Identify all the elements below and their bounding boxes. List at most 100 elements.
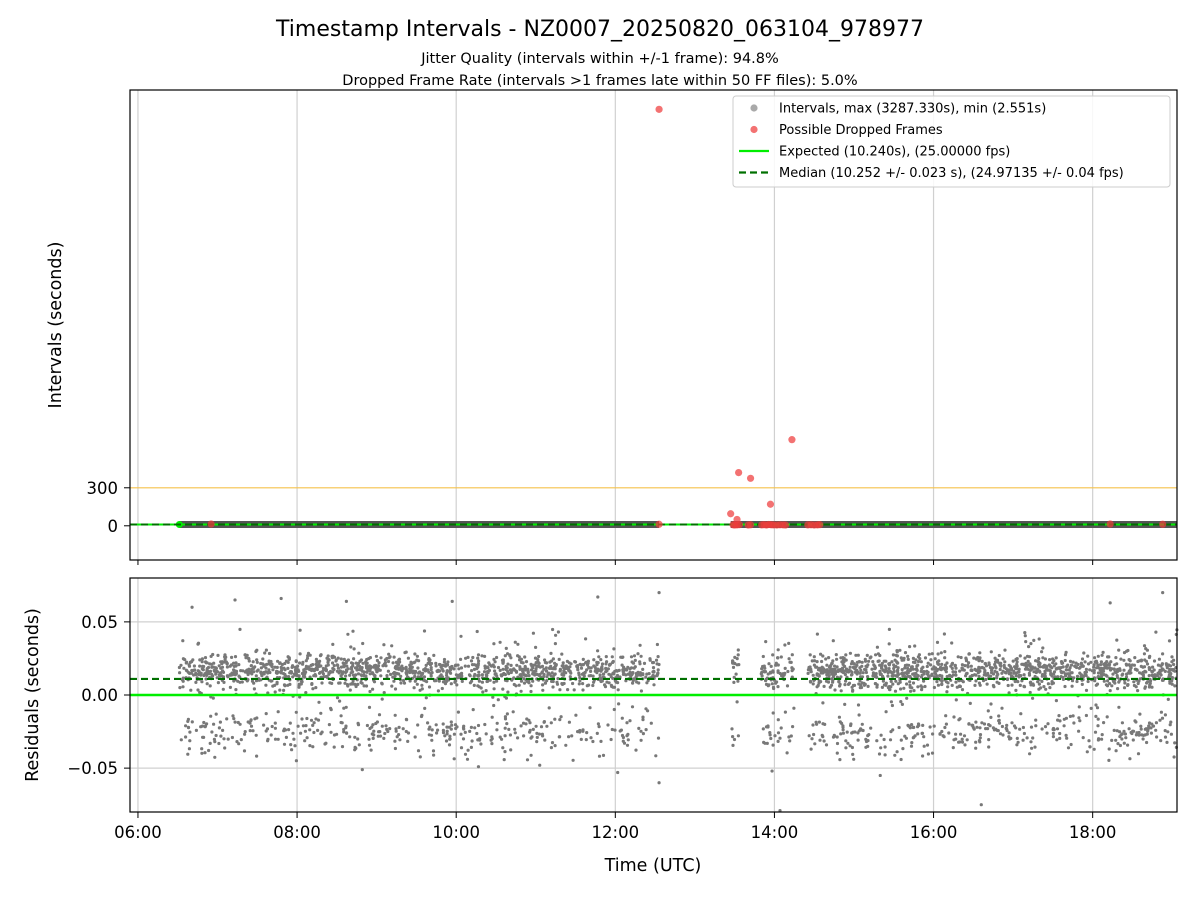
- dropped-frame-point: [816, 521, 824, 529]
- residual-point: [1022, 662, 1026, 667]
- intervals-y-tick-label: 300: [87, 479, 119, 498]
- residual-point: [913, 644, 917, 648]
- residual-point: [299, 679, 304, 684]
- residual-point: [513, 727, 517, 731]
- residual-point: [303, 729, 307, 733]
- residual-point: [618, 675, 622, 679]
- residual-point: [432, 653, 436, 658]
- residual-point: [462, 727, 466, 731]
- residual-point: [377, 713, 382, 717]
- residual-point: [503, 654, 507, 658]
- residual-point: [399, 674, 403, 679]
- residual-point: [1075, 674, 1080, 679]
- residual-point: [845, 670, 849, 674]
- residual-point: [249, 724, 254, 728]
- residual-point: [987, 745, 991, 749]
- residual-point: [1064, 733, 1068, 738]
- residual-point: [896, 668, 900, 672]
- residual-point: [276, 659, 280, 663]
- residual-point: [859, 668, 863, 673]
- residual-point: [248, 729, 252, 733]
- residual-point: [1155, 735, 1159, 739]
- residuals-y-axis-label: Residuals (seconds): [23, 608, 43, 782]
- residual-point: [442, 657, 447, 662]
- residual-point: [1146, 680, 1150, 684]
- residual-point: [896, 671, 900, 675]
- residual-point: [297, 684, 301, 688]
- residual-point: [436, 728, 440, 732]
- dropped-frame-point: [781, 521, 790, 529]
- residual-point: [503, 726, 507, 730]
- residual-point: [545, 724, 549, 728]
- residual-point: [431, 749, 436, 753]
- residual-point: [400, 664, 404, 668]
- residual-point: [760, 667, 764, 671]
- residual-point: [1054, 699, 1058, 703]
- residual-point: [1046, 682, 1050, 686]
- residual-point: [618, 729, 622, 733]
- residual-point: [826, 680, 831, 684]
- residual-point: [629, 655, 634, 659]
- residual-point: [930, 652, 934, 656]
- residual-point: [833, 688, 837, 692]
- residual-point: [387, 656, 391, 660]
- residual-point: [1131, 738, 1135, 742]
- residual-point: [812, 732, 816, 737]
- residual-point: [736, 734, 741, 738]
- residual-point: [589, 666, 593, 670]
- residual-point: [954, 673, 958, 677]
- residual-point: [867, 733, 871, 737]
- residual-point: [864, 739, 869, 744]
- residual-point: [449, 682, 453, 686]
- residual-point: [987, 661, 991, 665]
- residual-point: [393, 713, 397, 717]
- residual-point: [554, 633, 558, 637]
- residual-point: [408, 670, 412, 675]
- residual-point: [982, 673, 986, 677]
- residual-point: [1139, 664, 1143, 669]
- residual-point: [1147, 724, 1151, 728]
- residual-point: [368, 689, 372, 694]
- residual-point: [1013, 679, 1017, 684]
- residual-point: [912, 672, 916, 676]
- residual-point: [251, 729, 255, 733]
- residual-point: [532, 670, 536, 674]
- residual-point: [506, 670, 510, 674]
- residual-point: [1112, 728, 1116, 733]
- residual-point: [1092, 747, 1096, 751]
- residual-point: [899, 687, 903, 691]
- residual-point: [776, 685, 780, 689]
- residual-point: [1118, 743, 1122, 748]
- residual-point: [1095, 661, 1099, 665]
- residual-point: [181, 676, 185, 680]
- residual-point: [459, 666, 464, 670]
- residual-point: [848, 665, 852, 669]
- residual-point: [345, 669, 349, 674]
- residual-point: [420, 683, 424, 687]
- residual-point: [472, 674, 476, 678]
- residual-point: [216, 653, 220, 658]
- residual-point: [638, 660, 642, 664]
- residual-point: [764, 640, 768, 644]
- residual-point: [1053, 675, 1057, 679]
- residual-point: [922, 744, 926, 748]
- residual-point: [529, 689, 533, 694]
- residual-point: [1029, 642, 1033, 646]
- residual-point: [832, 668, 836, 672]
- residual-point: [276, 670, 281, 674]
- residual-point: [214, 666, 218, 671]
- residual-point: [1143, 733, 1147, 737]
- residual-point: [1139, 658, 1144, 662]
- residual-point: [550, 741, 555, 745]
- residual-point: [731, 735, 735, 739]
- residual-point: [894, 679, 898, 683]
- residual-point: [1040, 650, 1044, 654]
- legend-entry-label: Possible Dropped Frames: [779, 123, 943, 138]
- residual-point: [849, 662, 854, 666]
- residual-point: [519, 673, 523, 677]
- residual-point: [237, 663, 241, 667]
- residual-point: [454, 663, 458, 667]
- residual-point: [205, 668, 209, 672]
- residual-point: [314, 717, 318, 721]
- residual-point: [336, 666, 340, 670]
